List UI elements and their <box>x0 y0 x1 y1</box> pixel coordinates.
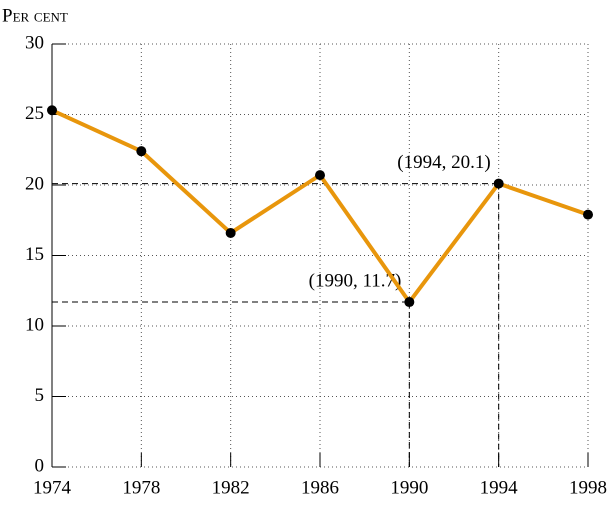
x-tick-label: 1986 <box>301 477 339 498</box>
y-tick-label: 20 <box>25 173 44 194</box>
data-point <box>47 105 57 116</box>
annotation: (1990, 11.7) <box>309 270 402 291</box>
x-tick-label: 1998 <box>569 477 607 498</box>
y-axis-label: Per cent <box>2 5 68 26</box>
y-tick-label: 30 <box>25 32 44 53</box>
y-tick-label: 10 <box>25 314 44 335</box>
y-tick-label: 0 <box>35 455 45 476</box>
y-tick-label: 25 <box>25 103 44 124</box>
x-tick-label: 1994 <box>480 477 519 498</box>
data-point <box>225 227 236 238</box>
data-point <box>315 170 325 181</box>
x-tick-label: 1982 <box>212 477 250 498</box>
x-tick-label: 1978 <box>122 477 160 498</box>
data-point <box>404 297 415 308</box>
y-tick-label: 15 <box>25 244 44 265</box>
data-point <box>583 209 593 220</box>
x-tick-label: 1990 <box>390 477 428 498</box>
data-point <box>136 146 147 157</box>
data-point <box>493 178 504 189</box>
y-tick-label: 5 <box>35 385 45 406</box>
x-tick-label: 1974 <box>33 477 72 498</box>
annotation: (1994, 20.1) <box>397 152 490 173</box>
